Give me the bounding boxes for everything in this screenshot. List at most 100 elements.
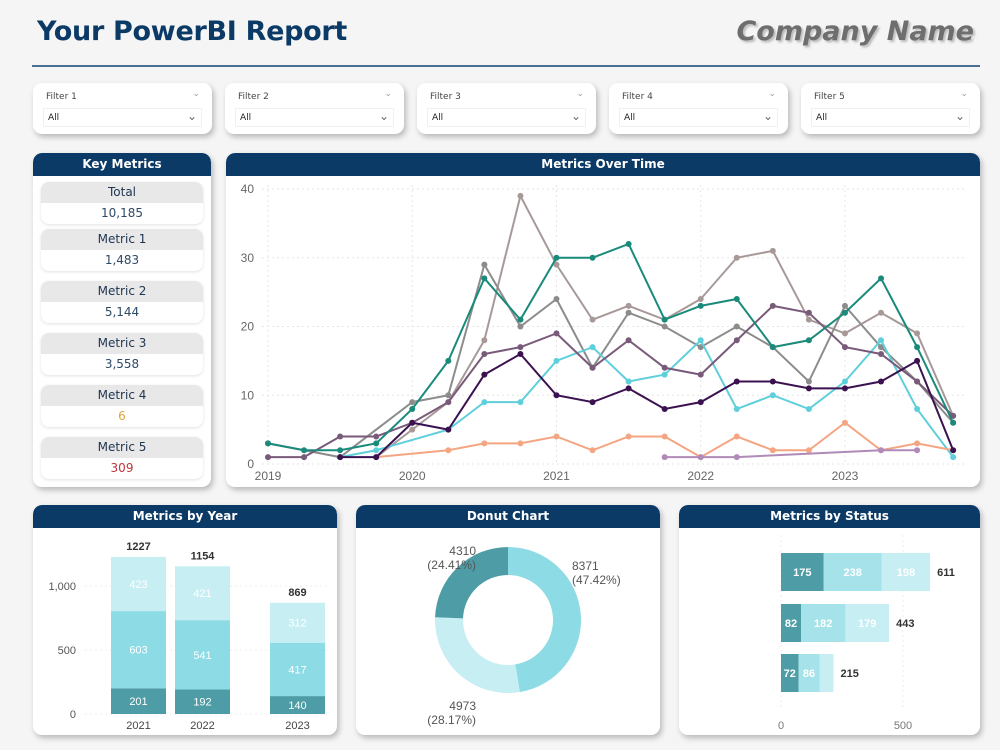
data-point <box>661 364 668 371</box>
collapse-chevron-icon[interactable]: ⌄ <box>576 89 584 99</box>
data-point <box>841 330 848 337</box>
data-point <box>733 406 740 412</box>
data-point <box>625 378 632 385</box>
data-point <box>697 337 704 344</box>
data-point <box>914 344 921 351</box>
data-point <box>625 433 632 440</box>
data-point <box>337 433 344 440</box>
filter-dropdown[interactable]: All ⌄ <box>811 108 970 127</box>
data-point <box>805 385 812 392</box>
data-point <box>914 357 921 364</box>
metric-value: 3,558 <box>104 357 140 371</box>
data-point <box>805 309 812 316</box>
data-point <box>409 406 416 412</box>
data-point <box>409 426 416 433</box>
metrics-over-time-panel: Metrics Over Time <box>226 153 980 487</box>
collapse-chevron-icon[interactable]: ⌄ <box>768 89 776 99</box>
data-point <box>589 447 596 454</box>
filter-dropdown[interactable]: All ⌄ <box>619 108 778 127</box>
filter-5: Filter 5 ⌄ All ⌄ <box>801 83 980 134</box>
data-point <box>697 302 704 309</box>
data-point <box>265 454 271 461</box>
data-point <box>301 447 308 454</box>
data-point <box>481 399 488 406</box>
data-point <box>409 419 416 426</box>
data-point <box>697 344 704 351</box>
company-name: Company Name <box>736 16 974 47</box>
data-point <box>445 447 452 454</box>
data-point <box>878 337 885 344</box>
metric-label: Metric 5 <box>41 437 203 458</box>
data-point <box>733 454 740 461</box>
donut-title: Donut Chart <box>356 505 660 528</box>
collapse-chevron-icon[interactable]: ⌄ <box>384 89 392 99</box>
metric-value: 6 <box>118 409 126 423</box>
chevron-down-icon: ⌄ <box>762 109 773 123</box>
collapse-chevron-icon[interactable]: ⌄ <box>960 89 968 99</box>
metric-label: Total <box>41 182 203 203</box>
filter-value: All <box>48 113 60 123</box>
y-tick-label: 20 <box>241 320 255 334</box>
filter-value: All <box>432 113 444 123</box>
data-point <box>625 385 632 392</box>
data-point <box>733 296 740 302</box>
data-point <box>805 378 812 385</box>
data-point <box>337 447 344 454</box>
data-point <box>841 378 848 385</box>
data-point <box>373 447 380 454</box>
data-point <box>733 378 740 385</box>
metric-value: 5,144 <box>104 305 140 319</box>
key-metrics-title: Key Metrics <box>33 153 211 176</box>
data-point <box>517 344 524 351</box>
y-tick-label: 10 <box>241 388 255 402</box>
data-point <box>697 399 704 406</box>
data-point <box>553 330 560 337</box>
data-point <box>445 426 452 433</box>
series-line <box>268 304 954 459</box>
data-point <box>697 454 704 461</box>
metric-card: Metric 5 309 <box>41 437 203 479</box>
collapse-chevron-icon[interactable]: ⌄ <box>192 89 200 99</box>
y-tick-label: 0 <box>247 457 254 471</box>
data-point <box>553 357 560 364</box>
filter-dropdown[interactable]: All ⌄ <box>43 108 202 127</box>
data-point <box>878 309 885 316</box>
key-metrics-panel: Key Metrics Total 10,185 Metric 1 1,483 Metr… <box>33 153 211 487</box>
data-point <box>914 447 921 454</box>
data-point <box>481 275 488 282</box>
data-point <box>878 344 885 351</box>
data-point <box>733 433 740 440</box>
series-line <box>267 242 955 452</box>
y-tick-label: 30 <box>241 251 255 265</box>
data-point <box>841 344 848 351</box>
x-tick-label: 2020 <box>399 469 426 483</box>
data-point <box>481 351 488 357</box>
data-point <box>373 433 380 440</box>
filter-dropdown[interactable]: All ⌄ <box>427 108 586 127</box>
data-point <box>769 247 776 254</box>
metrics-over-time-title: Metrics Over Time <box>226 153 980 176</box>
data-point <box>733 337 740 344</box>
data-point <box>625 241 632 247</box>
chevron-down-icon: ⌄ <box>570 109 581 123</box>
filter-dropdown[interactable]: All ⌄ <box>235 108 394 127</box>
data-point <box>733 254 740 261</box>
metrics-by-year-panel: Metrics by Year <box>33 505 337 735</box>
data-point <box>553 392 560 399</box>
metric-label: Metric 3 <box>41 333 203 354</box>
data-point <box>373 440 380 447</box>
metric-value: 309 <box>110 461 134 475</box>
data-point <box>553 261 560 268</box>
metric-card: Total 10,185 <box>41 182 203 224</box>
data-point <box>553 296 560 302</box>
data-point <box>805 337 812 344</box>
data-point <box>769 447 776 454</box>
metric-value: 1,483 <box>104 253 140 267</box>
data-point <box>589 316 596 323</box>
data-point <box>373 454 380 461</box>
filter-2: Filter 2 ⌄ All ⌄ <box>225 83 404 134</box>
metrics-by-year-title: Metrics by Year <box>33 505 337 528</box>
metric-card: Metric 4 6 <box>41 385 203 427</box>
data-point <box>445 357 452 364</box>
